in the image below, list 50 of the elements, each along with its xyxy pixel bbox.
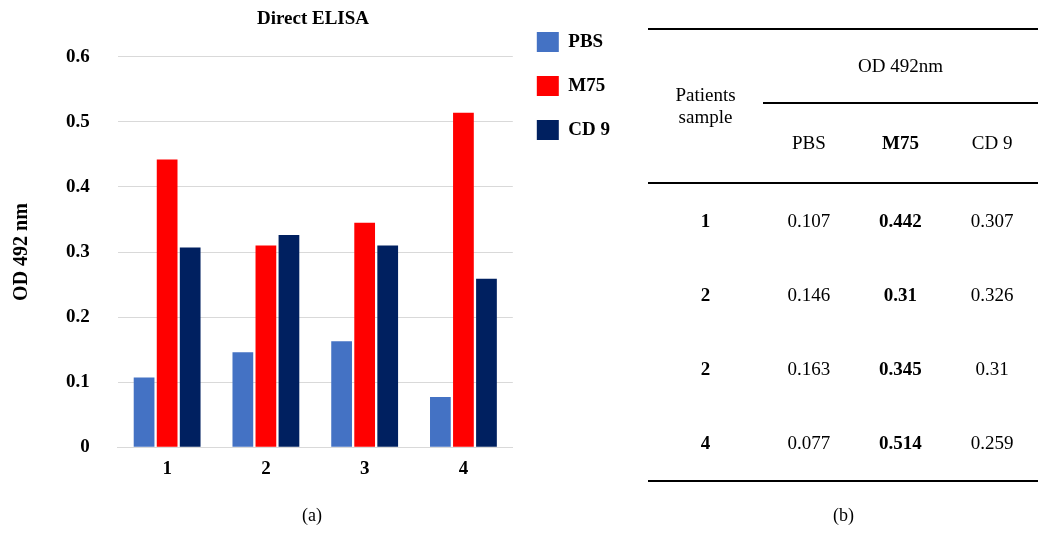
x-tick-label: 3 (359, 456, 370, 478)
data-label: 0.345 (878, 357, 923, 381)
data-label: 0.514 (854, 406, 947, 481)
bar (377, 245, 399, 447)
legend-label: PBS (568, 29, 604, 51)
bar (156, 159, 178, 447)
data-label: 0.31 (974, 357, 1010, 381)
data-label: 0.326 (969, 283, 1015, 307)
bar (354, 222, 376, 447)
bar (476, 278, 497, 447)
legend-label: CD 9 (568, 117, 611, 139)
text: Patients sample (674, 83, 737, 129)
y-tick-label: 0.4 (66, 174, 91, 196)
data-label: 0.442 (854, 183, 947, 258)
text: (a) (302, 505, 322, 526)
y-tick-label: 0.3 (66, 239, 90, 261)
text: CD 9 (970, 131, 1014, 155)
bar (278, 235, 300, 447)
text: (b) (833, 505, 854, 526)
data-label: 0.307 (946, 183, 1038, 258)
legend-label: M75 (568, 73, 606, 95)
text: PBS (790, 131, 827, 155)
text: OD 492nm (763, 30, 1038, 103)
data-label: 0.163 (786, 357, 832, 381)
x-tick-label: 2 (261, 456, 271, 478)
bar (232, 352, 254, 447)
x-tick-label: 4 (458, 456, 469, 478)
text: M75 (881, 131, 920, 155)
bar (255, 245, 277, 447)
y-tick-label: 0.1 (66, 370, 90, 392)
bar (453, 112, 474, 447)
category-label: 1 (648, 183, 763, 258)
x-tick-label: 1 (162, 456, 172, 478)
y-tick-label: 0.6 (66, 44, 90, 66)
category-label: 2 (699, 357, 712, 381)
category-label: 2 (699, 283, 712, 307)
data-label: 0.146 (786, 283, 832, 307)
bar (331, 341, 352, 447)
data-label: 0.107 (763, 183, 855, 258)
bar (179, 247, 201, 447)
data-label: 0.077 (763, 406, 855, 481)
bar (133, 377, 155, 447)
y-tick-label: 0.5 (66, 109, 90, 131)
y-tick-label: 0.2 (66, 304, 90, 326)
y-tick-label: 0 (80, 435, 90, 457)
y-axis-title: OD 492 nm (9, 202, 32, 301)
data-label: 0.259 (946, 406, 1038, 481)
chart-title: Direct ELISA (256, 7, 370, 29)
bar (430, 397, 451, 447)
data-label: 0.31 (882, 283, 919, 307)
